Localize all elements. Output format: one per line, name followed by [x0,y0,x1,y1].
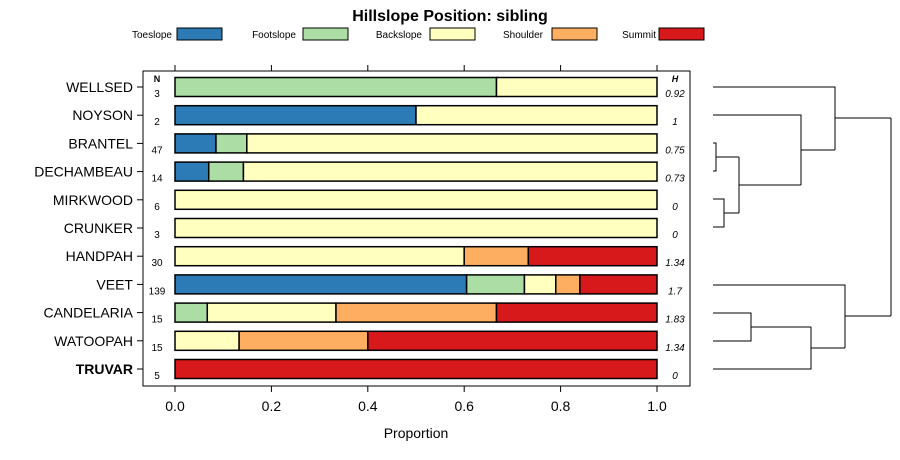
n-value: 30 [151,258,163,269]
bar-segment [174,358,658,380]
category-label: CANDELARIA [44,305,134,321]
bar-segment [465,274,526,295]
bar-segment [246,133,658,154]
h-value: 1.34 [665,258,685,269]
category-label: MIRKWOOD [53,192,133,208]
h-value: 0.73 [665,174,685,185]
bar-segment [174,133,217,154]
legend: Toeslope Footslope Backslope Shoulder Summit [132,27,705,41]
bar-segment [495,76,658,98]
bar-segment [555,274,581,295]
h-value: 1 [672,117,678,128]
legend-label: Toeslope [132,30,172,41]
bar-segment [215,133,248,154]
n-value: 3 [154,230,160,241]
category-label: DECHAMBEAU [34,164,133,180]
chart-title: Hillslope Position: sibling [352,8,548,25]
h-value: 0.92 [665,89,685,100]
h-header: H [672,74,679,84]
legend-swatch [658,27,705,41]
bar-segment [238,330,369,352]
x-tick-label: 0.0 [165,398,185,414]
bar-segment [527,245,658,267]
category-label: WELLSED [66,79,133,95]
bar-segment [367,330,658,352]
n-value: 5 [154,371,160,382]
x-tick-label: 0.6 [454,398,474,414]
n-value: 14 [151,174,163,185]
h-value: 1.34 [665,343,685,354]
h-value: 1.7 [668,286,682,297]
x-axis-label: Proportion [384,425,449,441]
legend-label: Footslope [252,30,296,41]
bar-segment [174,245,465,267]
legend-label: Summit [622,30,656,41]
n-value: 3 [154,89,160,100]
bar-segment [207,161,245,182]
bar-segment [415,104,658,126]
n-value: 47 [151,145,163,156]
category-label: VEET [96,276,133,292]
category-label: BRANTEL [68,135,133,151]
n-header: N [154,74,161,84]
bar-segment [206,302,337,323]
category-labels: WELLSED NOYSON BRANTEL DECHAMBEAU MIRKWOOD CR… [34,79,143,377]
bar-segment [335,302,498,323]
h-value: 0 [672,202,678,213]
category-label: CRUNKER [64,220,133,236]
legend-swatch [302,27,349,41]
bar-segment [174,104,417,126]
x-tick-label: 0.8 [551,398,571,414]
x-tick-label: 1.0 [647,398,667,414]
dendrogram-branch [713,284,846,348]
category-label: WATOOPAH [54,333,133,349]
h-values: 0.92 1 0.75 0.73 0 0 1.34 1.7 1.83 1.34 0 [665,89,685,382]
h-value: 1.83 [665,315,685,326]
n-value: 2 [154,117,160,128]
bar-segment [174,76,498,98]
legend-swatch [429,27,476,41]
bar-segment [495,302,658,323]
h-value: 0 [672,371,678,382]
dendrogram-branch [713,198,725,228]
bar-segment [174,189,658,211]
n-value: 6 [154,202,160,213]
x-tick-label: 0.2 [262,398,282,414]
dendrogram-branch [713,86,836,150]
n-value: 15 [151,343,163,354]
dendrogram-branch [713,327,812,370]
category-label: HANDPAH [66,248,133,264]
bar-segment [174,330,240,352]
dendrogram [713,86,892,370]
bar-segment [523,274,557,295]
bar-segment [174,302,209,323]
category-label: TRUVAR [76,361,133,377]
legend-swatch [176,27,223,41]
n-value: 15 [151,315,163,326]
legend-swatch [551,27,598,41]
dendrogram-branch [713,142,717,172]
dendrogram-branch [713,312,752,342]
n-values: 3 2 47 14 6 3 30 139 15 15 5 [149,89,166,382]
bar-segment [174,217,658,239]
legend-label: Backslope [376,30,423,41]
bar-segment [579,274,658,295]
dendrogram-branch [713,114,802,185]
h-value: 0.75 [665,145,685,156]
x-tick-label: 0.4 [358,398,378,414]
bar-segment [174,161,210,182]
category-label: NOYSON [72,107,133,123]
bar-segment [174,274,468,295]
bar-segment [463,245,530,267]
n-value: 139 [149,286,166,297]
legend-label: Shoulder [503,30,544,41]
x-axis: 0.0 0.2 0.4 0.6 0.8 1.0 [165,65,667,414]
bar-segment [242,161,658,182]
bars [174,76,658,380]
h-value: 0 [672,230,678,241]
